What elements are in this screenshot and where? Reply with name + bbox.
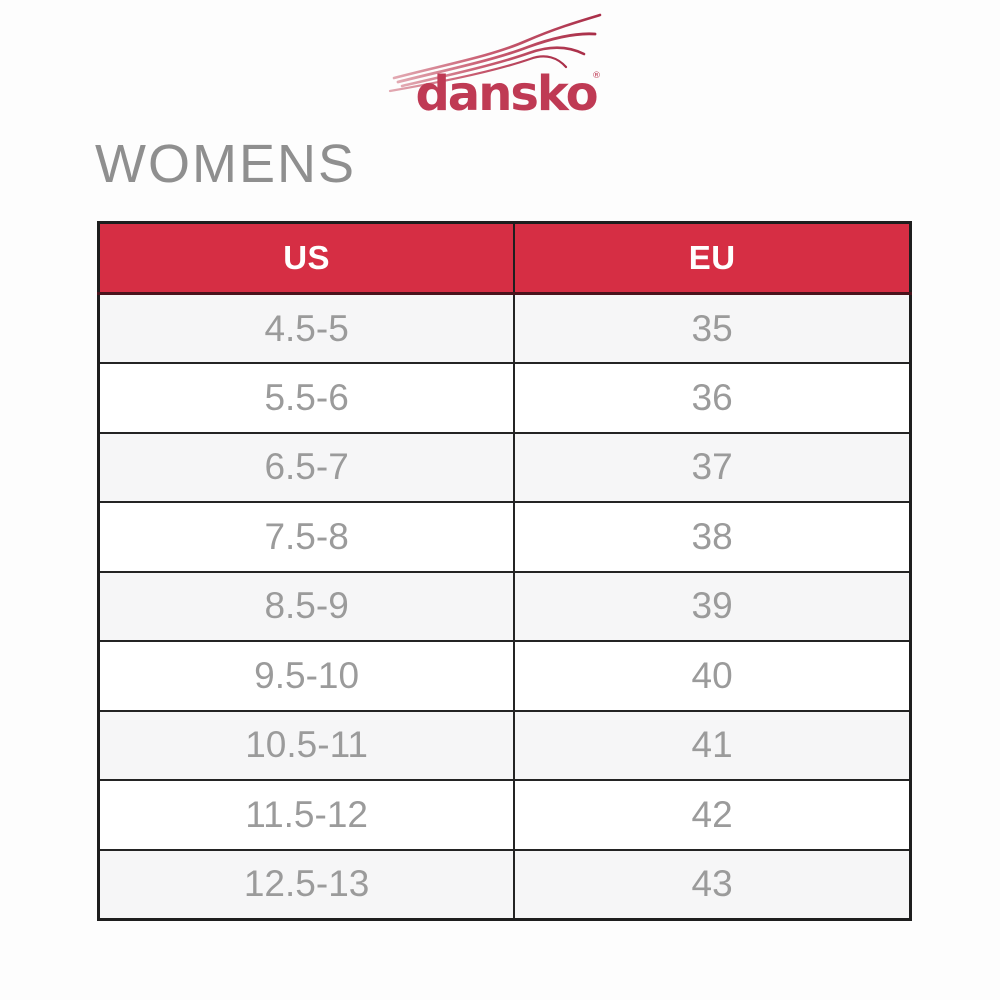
eu-size-cell: 42 [513, 779, 912, 851]
us-size-cell: 10.5-11 [97, 709, 516, 781]
eu-size-cell: 35 [513, 292, 912, 364]
table-row: 7.5-8 38 [97, 501, 912, 573]
dansko-logo-svg: dansko ® [388, 13, 602, 120]
table-row: 9.5-10 40 [97, 640, 912, 712]
us-size-cell: 8.5-9 [97, 570, 516, 642]
eu-size-cell: 40 [513, 640, 912, 712]
table-header-row: US EU [97, 221, 912, 295]
eu-size-cell: 43 [513, 848, 912, 920]
eu-size-cell: 41 [513, 709, 912, 781]
table-row: 11.5-12 42 [97, 779, 912, 851]
table-row: 6.5-7 37 [97, 431, 912, 503]
us-size-cell: 6.5-7 [97, 431, 516, 503]
us-size-cell: 5.5-6 [97, 362, 516, 434]
us-size-cell: 11.5-12 [97, 779, 516, 851]
eu-size-cell: 37 [513, 431, 912, 503]
dansko-wordmark: dansko [415, 66, 596, 120]
dansko-wing-icon [388, 13, 602, 93]
table-row: 12.5-13 43 [97, 848, 912, 920]
us-size-cell: 4.5-5 [97, 292, 516, 364]
us-size-cell: 12.5-13 [97, 848, 516, 920]
page-title: WOMENS [95, 134, 356, 194]
registered-mark: ® [592, 71, 601, 81]
size-chart-table: US EU 4.5-5 35 5.5-6 36 6.5-7 37 7.5-8 3… [97, 221, 912, 921]
us-size-cell: 7.5-8 [97, 501, 516, 573]
table-row: 8.5-9 39 [97, 570, 912, 642]
table-row: 5.5-6 36 [97, 362, 912, 434]
column-header-us: US [97, 221, 516, 295]
us-size-cell: 9.5-10 [97, 640, 516, 712]
table-row: 10.5-11 41 [97, 709, 912, 781]
dansko-logo: dansko ® [388, 6, 632, 120]
eu-size-cell: 39 [513, 570, 912, 642]
eu-size-cell: 38 [513, 501, 912, 573]
column-header-eu: EU [513, 221, 912, 295]
eu-size-cell: 36 [513, 362, 912, 434]
table-row: 4.5-5 35 [97, 292, 912, 364]
